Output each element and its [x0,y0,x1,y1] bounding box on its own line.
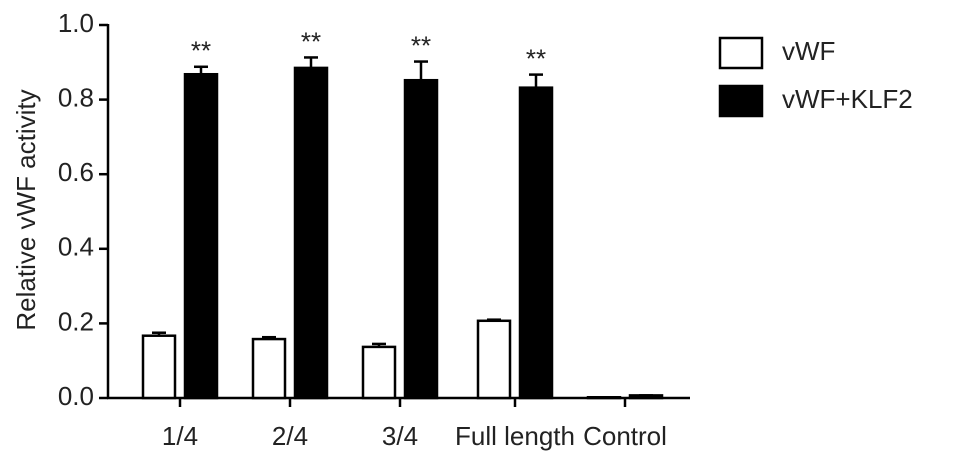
bar [476,319,512,400]
x-tick-label: 3/4 [382,421,418,451]
bar [403,78,439,400]
bar [183,72,219,400]
y-tick-label: 0.6 [58,157,94,187]
legend-label: vWF+KLF2 [782,84,913,114]
significance-label: ** [411,30,431,60]
legend-label: vWF [782,36,835,66]
y-tick-label: 0.4 [58,232,94,262]
legend-swatch [718,36,764,70]
legend-swatch [718,84,764,118]
significance-label: ** [191,36,211,66]
x-tick-label: Full length [455,421,575,451]
y-tick-label: 0.0 [58,381,94,411]
bar [293,66,329,400]
x-tick-label: Control [583,421,667,451]
y-tick-label: 0.8 [58,82,94,112]
bar [518,86,554,400]
bar [361,345,397,400]
y-tick-label: 1.0 [58,8,94,38]
x-tick-label: 1/4 [162,421,198,451]
significance-label: ** [526,43,546,73]
bar [141,334,177,400]
bar [586,396,622,400]
bar [628,394,664,400]
bar [251,337,287,400]
y-axis-label: Relative vWF activity [11,89,41,330]
significance-label: ** [301,26,321,56]
y-tick-label: 0.2 [58,306,94,336]
x-tick-label: 2/4 [272,421,308,451]
